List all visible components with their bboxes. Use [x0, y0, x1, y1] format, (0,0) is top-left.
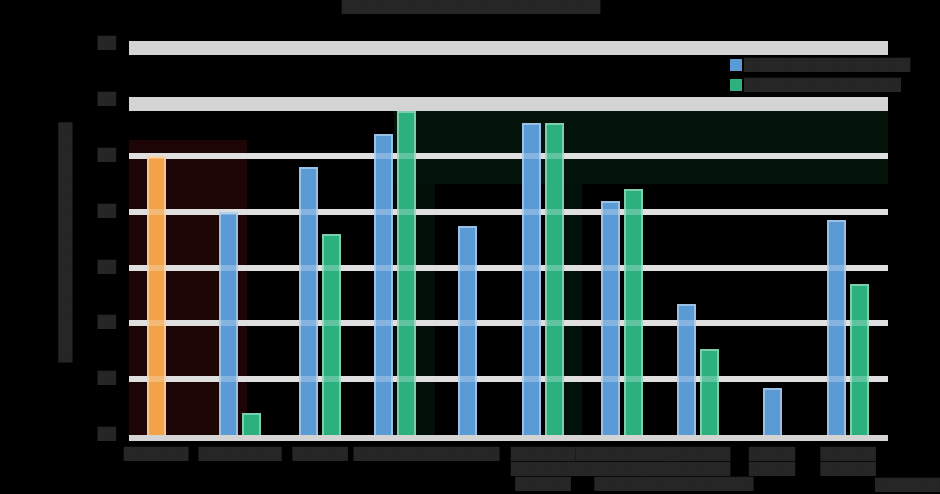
bar-cat8-series-green	[700, 348, 719, 435]
bar-cat1-series-blue	[146, 156, 166, 435]
gridline-overlay-y2	[129, 320, 888, 327]
y-tick-label-4: ██	[97, 203, 116, 218]
x-tick-label-6: ███████ ███████ ██████	[510, 447, 576, 491]
gridline-y3	[129, 264, 888, 271]
x-tick-label-5: ███████	[434, 447, 500, 461]
legend-swatch-green	[730, 79, 742, 91]
legend-label-blue: ██████████████████	[744, 58, 911, 72]
x-tick-label-2: █████████	[198, 447, 282, 461]
bar-cat5-series-blue	[457, 225, 477, 435]
y-tick-label-2: ██	[97, 315, 116, 330]
gridline-overlay-y4	[129, 208, 888, 215]
x-tick-label-10: ██████ ██████	[820, 447, 876, 476]
tint-artifact-1	[394, 111, 888, 184]
gridline-y4	[129, 208, 888, 215]
bar-cat2-series-green	[242, 412, 261, 435]
gridline-y6	[129, 97, 888, 112]
x-tick-label-1: ███████	[123, 447, 189, 461]
y-axis-title-blob: ██████████████████████████	[58, 122, 73, 363]
y-tick-label-3: ██	[97, 259, 116, 274]
y-tick-label-7: ██	[97, 36, 116, 51]
bar-cat7-series-green	[624, 189, 643, 435]
gridline-overlay-y3	[129, 264, 888, 271]
x-tick-label-7: ██████████ ████████████ ██████	[566, 447, 678, 491]
gridline-overlay-y5	[129, 153, 888, 159]
bar-cat6-series-blue	[522, 122, 541, 435]
x-tick-label-8: ███████ ███████ ████████████	[642, 447, 754, 491]
gridline-overlay-y1	[129, 376, 888, 383]
bar-cat8-series-blue	[677, 303, 696, 435]
chart-title-blob: ████████████████████████████	[341, 0, 601, 14]
x-tick-label-9: █████ █████	[748, 447, 796, 476]
bar-cat3-series-green	[322, 234, 341, 435]
bar-cat7-series-blue	[601, 200, 620, 435]
gridline-y5	[129, 153, 888, 159]
legend-swatch-blue	[730, 59, 742, 71]
bar-cat4-series-blue	[374, 133, 393, 435]
bar-cat3-series-blue	[299, 167, 318, 435]
y-tick-label-6: ██	[97, 92, 116, 107]
x-axis-line	[129, 435, 888, 441]
legend-label-green: █████████████████	[744, 78, 901, 92]
gridline-y1	[129, 376, 888, 383]
gridline-y7	[129, 41, 888, 56]
y-tick-label-0: ██	[97, 427, 116, 441]
bar-cat10-series-green	[850, 284, 869, 435]
x-tick-label-4: █████████	[353, 447, 437, 461]
gridline-y2	[129, 320, 888, 327]
bar-cat9-series-blue	[762, 387, 782, 435]
x-tick-label-3: ██████	[292, 447, 348, 461]
bar-cat4-series-green	[397, 111, 416, 435]
bar-cat10-series-blue	[827, 220, 846, 435]
bar-cat2-series-blue	[219, 211, 238, 435]
footnote-blob: ████████	[875, 478, 940, 492]
y-tick-label-5: ██	[97, 148, 116, 162]
bar-cat6-series-green	[545, 122, 564, 435]
y-tick-label-1: ██	[97, 371, 116, 386]
